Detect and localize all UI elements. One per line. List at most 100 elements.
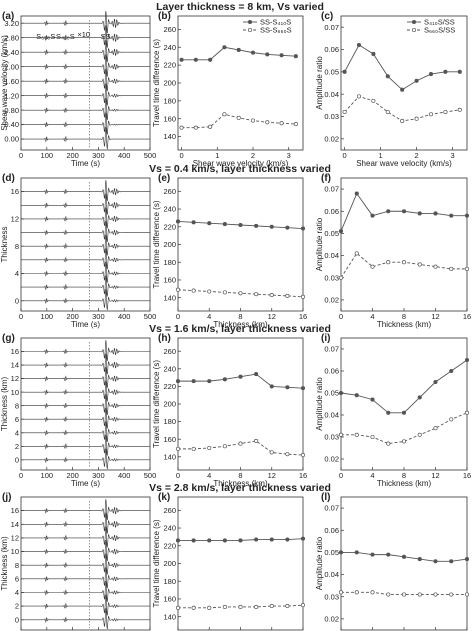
row-title: Vs = 1.6 km/s, layer thickness varied <box>149 323 331 335</box>
y-tick-label: 0.06 <box>324 367 339 376</box>
y-tick-label: 220 <box>163 61 176 70</box>
y-tick-label: 0.06 <box>324 207 339 216</box>
waveform-trace <box>21 275 150 297</box>
plot-frame <box>20 177 151 312</box>
x-tick-label: 12 <box>268 312 276 321</box>
y-tick-label: 16 <box>11 506 19 515</box>
y-tick-label: 0.07 <box>324 345 339 354</box>
y-tick-label: 200 <box>163 240 176 249</box>
y-tick-label: 4 <box>15 269 19 278</box>
data-point <box>254 438 259 444</box>
waveform-trace <box>21 248 150 270</box>
x-axis-label: Thickness (km) <box>213 320 268 329</box>
y-tick-label: 14 <box>11 520 19 529</box>
y-tick-label: 0.04 <box>324 90 339 99</box>
y-tick-label: 10 <box>11 547 19 556</box>
x-tick-label: 4 <box>207 312 211 321</box>
data-point <box>433 211 438 216</box>
data-point <box>354 191 359 196</box>
waveform-trace <box>21 221 150 242</box>
x-tick-label: 12 <box>431 471 439 480</box>
x-tick-label: 8 <box>238 312 242 321</box>
data-point <box>464 592 470 597</box>
waveform-trace <box>21 553 150 575</box>
data-point <box>191 446 196 451</box>
x-tick-label: 16 <box>299 471 307 480</box>
y-tick-label: 8 <box>15 401 19 410</box>
x-tick-label: 0 <box>19 151 23 160</box>
panel-label: (l) <box>321 492 330 503</box>
data-point <box>449 266 454 271</box>
waveform-trace <box>21 407 150 429</box>
data-point <box>457 107 462 112</box>
y-tick-label: 0.06 <box>324 526 339 535</box>
x-tick-label: 0 <box>339 312 343 321</box>
waveform-trace <box>21 380 150 402</box>
data-point <box>356 42 362 48</box>
y-tick-label: 240 <box>163 524 176 533</box>
x-tick-label: 200 <box>66 151 79 160</box>
legend-marker <box>411 19 417 25</box>
data-point <box>338 432 344 437</box>
data-point <box>207 221 212 226</box>
y-tick-label: 0.05 <box>324 389 339 398</box>
y-tick-label: 0.02 <box>324 455 339 464</box>
x-tick-label: 100 <box>41 471 54 480</box>
data-point <box>401 260 407 265</box>
y-tick-label: 180 <box>163 258 176 267</box>
panel-label: (f) <box>321 173 331 184</box>
waveform-trace <box>21 112 150 135</box>
data-point <box>433 426 438 431</box>
x-tick-label: 8 <box>238 471 242 480</box>
data-point <box>250 118 256 123</box>
data-point <box>464 213 470 218</box>
data-point <box>269 604 274 609</box>
data-point <box>238 291 243 296</box>
data-point <box>285 452 290 457</box>
data-point <box>386 260 391 265</box>
x-tick-label: 4 <box>370 471 374 480</box>
data-point <box>338 275 344 280</box>
phase-label-s410s: S₄₁₀S <box>56 32 75 41</box>
legend-marker <box>247 27 253 33</box>
data-point <box>269 537 274 542</box>
waveform-trace <box>21 499 150 521</box>
data-point <box>370 397 375 402</box>
y-tick-label: 240 <box>163 205 176 214</box>
y-tick-label: 160 <box>163 435 176 444</box>
x-tick-label: 8 <box>402 312 406 321</box>
y-tick-label: 140 <box>163 612 176 621</box>
data-point <box>354 251 359 256</box>
data-point <box>193 125 198 130</box>
x-tick-label: 0 <box>179 151 183 160</box>
waveform-trace <box>21 40 150 63</box>
panel-label: (d) <box>2 173 15 184</box>
waveform-trace <box>21 83 150 106</box>
y-axis-label: Travel time difference (s) <box>152 360 161 448</box>
panel-label: (e) <box>158 173 170 184</box>
data-point <box>207 289 212 294</box>
y-tick-label: 0.04 <box>324 251 339 260</box>
y-tick-label: 0.07 <box>324 185 339 194</box>
data-point <box>400 87 405 92</box>
data-point <box>401 554 407 559</box>
data-point <box>370 213 375 218</box>
y-tick-label: 260 <box>163 347 176 356</box>
data-point <box>300 386 306 391</box>
waveform-trace <box>21 512 150 534</box>
x-tick-label: 0 <box>339 471 343 480</box>
y-tick-label: 240 <box>163 364 176 373</box>
plot-frame <box>177 15 304 151</box>
legend-label: SS-S₆₆₀S <box>260 26 292 35</box>
waveform-trace <box>21 340 150 361</box>
y-tick-label: 4 <box>15 428 19 437</box>
data-point <box>401 410 407 415</box>
data-point <box>293 54 298 59</box>
data-point <box>279 121 284 126</box>
data-point <box>414 78 419 83</box>
data-point <box>386 441 391 446</box>
data-point <box>269 450 274 455</box>
data-point <box>300 452 306 458</box>
data-point <box>449 213 454 218</box>
data-point <box>386 209 391 214</box>
